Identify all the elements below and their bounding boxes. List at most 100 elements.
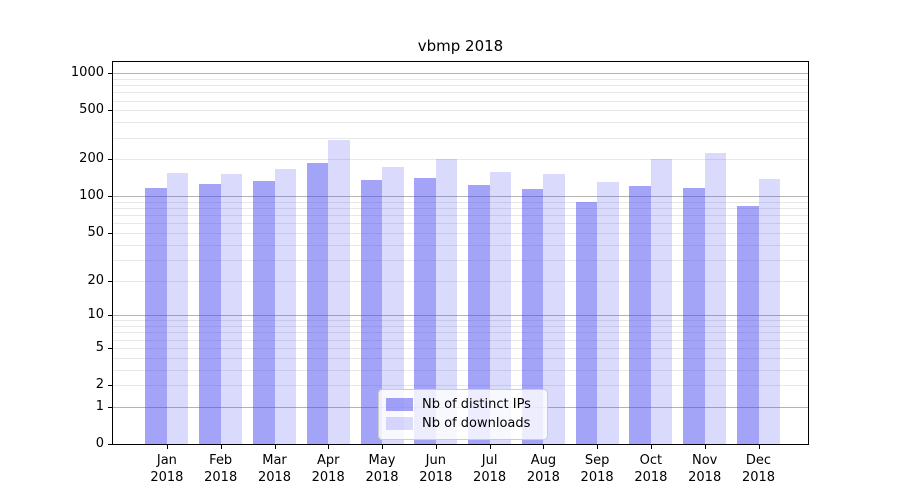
- gridline-minor-8: [113, 326, 808, 327]
- x-tick-oct: [650, 445, 652, 449]
- grid-layer: [113, 62, 808, 444]
- bar-ips-feb: [199, 184, 221, 444]
- x-tick-month: Nov: [692, 453, 718, 468]
- y-tick-label-100: 100: [79, 188, 104, 204]
- gridline-minor-70: [113, 215, 808, 217]
- x-tick-month: Apr: [316, 453, 340, 468]
- x-tick-year: 2018: [688, 470, 722, 485]
- x-tick-aug: [543, 445, 545, 449]
- y-tick-label-20: 20: [87, 272, 104, 288]
- x-tick-month: Jan: [156, 453, 177, 468]
- gridline-major-1000: [113, 73, 808, 75]
- x-tick-month: Aug: [530, 453, 557, 468]
- bar-downloads-oct: [650, 159, 673, 444]
- y-tick-20: [108, 280, 112, 282]
- x-tick-jan: [166, 445, 168, 449]
- legend: Nb of distinct IPs Nb of downloads: [378, 389, 548, 440]
- x-tick-label-oct: Oct 2018: [621, 452, 681, 486]
- gridline-minor-9: [113, 320, 808, 322]
- gridline-major-100: [113, 196, 808, 198]
- legend-label-downloads: Nb of downloads: [422, 416, 531, 431]
- y-tick-label-2: 2: [95, 377, 104, 392]
- gridline-minor-5: [113, 347, 808, 349]
- x-tick-mar: [274, 445, 276, 449]
- y-tick-50: [108, 232, 112, 234]
- gridline-minor-300: [113, 137, 808, 139]
- bar-downloads-dec: [758, 178, 780, 444]
- x-tick-month: Sep: [584, 453, 610, 468]
- bar-downloads-jun: [435, 159, 458, 444]
- y-tick-label-0: 0: [95, 436, 104, 451]
- bar-ips-nov: [683, 187, 705, 444]
- x-tick-year: 2018: [473, 470, 507, 485]
- bar-downloads-jan: [166, 172, 189, 444]
- x-tick-jun: [435, 445, 437, 449]
- bar-ips-sep: [575, 202, 598, 444]
- x-tick-year: 2018: [204, 470, 238, 485]
- x-tick-sep: [597, 445, 599, 449]
- y-tick-label-1: 1: [95, 398, 104, 414]
- x-tick-year: 2018: [311, 470, 345, 485]
- bar-ips-aug: [521, 188, 544, 444]
- x-tick-dec: [758, 445, 760, 449]
- y-tick-2: [108, 385, 112, 386]
- x-tick-may: [382, 445, 383, 449]
- gridline-minor-20: [113, 280, 808, 282]
- x-tick-year: 2018: [419, 470, 453, 485]
- y-tick-200: [108, 159, 112, 161]
- x-tick-month: Feb: [209, 453, 233, 468]
- bar-ips-jun: [414, 177, 436, 444]
- bar-ips-apr: [306, 162, 329, 444]
- bar-ips-oct: [629, 185, 651, 444]
- y-tick-label-200: 200: [79, 151, 104, 167]
- gridline-minor-60: [113, 223, 808, 225]
- x-tick-label-dec: Dec 2018: [729, 452, 789, 486]
- legend-item-distinct-ips: Nb of distinct IPs: [386, 395, 539, 414]
- gridline-minor-200: [113, 159, 808, 161]
- x-tick-feb: [220, 445, 222, 449]
- bar-downloads-aug: [543, 173, 565, 444]
- gridline-minor-40: [113, 244, 808, 246]
- x-tick-month: Dec: [745, 453, 772, 468]
- legend-swatch-downloads: [386, 417, 413, 430]
- x-tick-month: Jul: [481, 453, 498, 468]
- x-tick-label-jul: Jul 2018: [460, 452, 520, 486]
- x-tick-month: Jun: [425, 453, 446, 468]
- gridline-minor-800: [113, 85, 808, 87]
- y-tick-label-50: 50: [87, 224, 104, 240]
- y-tick-500: [108, 110, 112, 112]
- x-tick-label-nov: Nov 2018: [675, 452, 735, 486]
- bar-ips-jul: [468, 184, 490, 444]
- gridline-minor-600: [113, 100, 808, 102]
- bar-downloads-jul: [489, 171, 512, 444]
- x-tick-month: Oct: [639, 453, 663, 468]
- gridline-minor-7: [113, 332, 808, 334]
- x-tick-year: 2018: [580, 470, 614, 485]
- y-tick-0: [108, 444, 112, 445]
- y-tick-5: [108, 347, 112, 349]
- y-tick-label-1000: 1000: [70, 65, 104, 81]
- x-tick-year: 2018: [634, 470, 668, 485]
- gridline-minor-400: [113, 122, 808, 124]
- x-tick-year: 2018: [741, 470, 776, 485]
- gridline-major-10: [113, 315, 808, 317]
- x-tick-label-jun: Jun 2018: [406, 452, 466, 486]
- bar-downloads-mar: [274, 168, 296, 444]
- legend-label-distinct-ips: Nb of distinct IPs: [422, 397, 531, 412]
- y-tick-label-10: 10: [87, 307, 104, 323]
- gridline-minor-900: [113, 78, 808, 80]
- bar-ips-mar: [253, 180, 275, 444]
- bar-ips-jan: [145, 188, 167, 444]
- x-tick-label-sep: Sep 2018: [567, 452, 627, 486]
- gridline-minor-500: [113, 110, 808, 112]
- legend-swatch-distinct-ips: [386, 398, 413, 411]
- x-tick-year: 2018: [257, 470, 292, 485]
- x-tick-year: 2018: [365, 470, 399, 485]
- bar-ips-dec: [737, 206, 759, 444]
- x-tick-nov: [704, 445, 706, 449]
- y-tick-1: [108, 406, 112, 408]
- y-tick-label-500: 500: [79, 102, 104, 118]
- x-tick-month: Mar: [262, 453, 287, 468]
- bar-downloads-may: [382, 167, 404, 444]
